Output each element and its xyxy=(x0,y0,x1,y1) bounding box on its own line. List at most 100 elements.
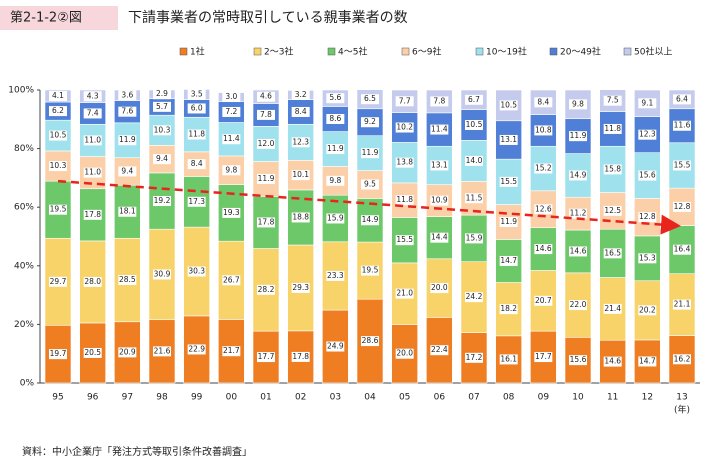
label-bg xyxy=(465,120,483,131)
label-bg xyxy=(395,157,414,168)
data-label: 24.2 xyxy=(466,292,483,301)
data-label: 26.7 xyxy=(223,275,240,284)
label-bg xyxy=(361,265,379,276)
label-bg xyxy=(499,304,518,315)
data-label: 28.6 xyxy=(362,336,379,345)
data-label: 16.2 xyxy=(674,354,691,363)
data-label: 22.0 xyxy=(570,300,587,309)
x-tick-label: 10 xyxy=(572,393,584,403)
data-label: 11.9 xyxy=(362,148,379,157)
data-label: 11.8 xyxy=(188,130,205,139)
label-bg xyxy=(222,106,241,117)
data-label: 20.2 xyxy=(639,305,656,314)
data-label: 10.3 xyxy=(154,125,171,134)
label-bg xyxy=(465,94,483,105)
label-bg xyxy=(638,305,657,316)
label-bg xyxy=(603,248,622,259)
label-bg xyxy=(83,209,102,220)
label-bg xyxy=(257,109,275,120)
data-label: 3.2 xyxy=(295,90,307,99)
data-label: 11.9 xyxy=(570,131,587,140)
data-label: 11.2 xyxy=(570,209,587,218)
data-label: 21.7 xyxy=(223,346,240,355)
x-tick-label: 97 xyxy=(122,393,133,403)
data-label: 21.4 xyxy=(604,304,621,313)
data-label: 12.3 xyxy=(639,130,656,139)
data-label: 11.8 xyxy=(604,124,621,133)
data-label: 14.0 xyxy=(466,156,483,165)
label-bg xyxy=(291,282,310,293)
x-tick-label: 04 xyxy=(364,393,376,403)
legend-swatch xyxy=(253,47,262,56)
data-label: 7.8 xyxy=(260,110,272,119)
data-label: 20.9 xyxy=(119,347,136,356)
data-label: 18.1 xyxy=(119,207,136,216)
data-label: 17.7 xyxy=(535,352,552,361)
data-label: 12.6 xyxy=(535,204,552,213)
data-label: 14.6 xyxy=(535,244,552,253)
label-bg xyxy=(603,356,622,367)
label-bg xyxy=(395,288,414,299)
data-label: 14.7 xyxy=(500,256,517,265)
data-label: 15.9 xyxy=(466,233,483,242)
label-bg xyxy=(153,196,171,207)
data-label: 6.7 xyxy=(468,95,480,104)
data-label: 17.2 xyxy=(466,353,483,362)
legend-label: 50社以上 xyxy=(634,46,672,58)
data-label: 10.5 xyxy=(50,131,67,140)
label-bg xyxy=(395,235,414,246)
label-bg xyxy=(83,91,102,102)
label-bg xyxy=(83,167,102,178)
label-bg xyxy=(118,90,137,101)
data-label: 15.8 xyxy=(604,164,621,173)
data-label: 10.2 xyxy=(396,123,413,132)
data-label: 19.7 xyxy=(50,349,67,358)
x-tick-label: 09 xyxy=(538,393,550,403)
label-bg xyxy=(534,352,553,363)
label-bg xyxy=(361,179,379,190)
data-label: 4.6 xyxy=(260,92,272,101)
label-bg xyxy=(569,300,587,311)
data-label: 17.3 xyxy=(188,197,205,206)
data-label: 9.8 xyxy=(225,165,237,174)
data-label: 6.4 xyxy=(676,94,688,103)
label-bg xyxy=(361,336,379,347)
x-tick-label: 95 xyxy=(52,393,63,403)
label-bg xyxy=(291,89,310,100)
x-tick-label: 13 xyxy=(676,393,687,403)
label-bg xyxy=(430,195,449,206)
data-label: 12.8 xyxy=(674,202,691,211)
label-bg xyxy=(395,96,414,107)
label-bg xyxy=(673,120,691,131)
label-bg xyxy=(118,206,137,217)
label-bg xyxy=(534,125,553,136)
data-label: 4.3 xyxy=(87,91,99,100)
data-label: 20.5 xyxy=(84,348,101,357)
label-bg xyxy=(673,299,691,310)
data-label: 7.5 xyxy=(607,96,619,105)
x-tick-label: 00 xyxy=(226,393,238,403)
data-label: 12.8 xyxy=(639,212,656,221)
label-bg xyxy=(118,166,137,177)
data-label: 12.3 xyxy=(292,137,309,146)
data-label: 7.4 xyxy=(87,108,99,117)
data-label: 16.4 xyxy=(674,245,691,254)
data-label: 9.8 xyxy=(572,99,584,108)
label-bg xyxy=(673,201,691,212)
label-bg xyxy=(187,159,206,170)
data-label: 15.6 xyxy=(639,171,656,180)
label-bg xyxy=(638,98,657,109)
data-label: 7.2 xyxy=(225,107,237,116)
x-tick-label: 12 xyxy=(642,393,653,403)
data-label: 11.9 xyxy=(327,144,344,153)
data-label: 7.7 xyxy=(399,96,411,105)
label-bg xyxy=(118,135,137,146)
label-bg xyxy=(499,354,518,365)
data-label: 5.7 xyxy=(156,102,168,111)
label-bg xyxy=(638,129,657,140)
label-bg xyxy=(291,106,310,117)
data-label: 10.5 xyxy=(466,120,483,129)
label-bg xyxy=(257,352,275,363)
data-label: 11.5 xyxy=(466,193,483,202)
